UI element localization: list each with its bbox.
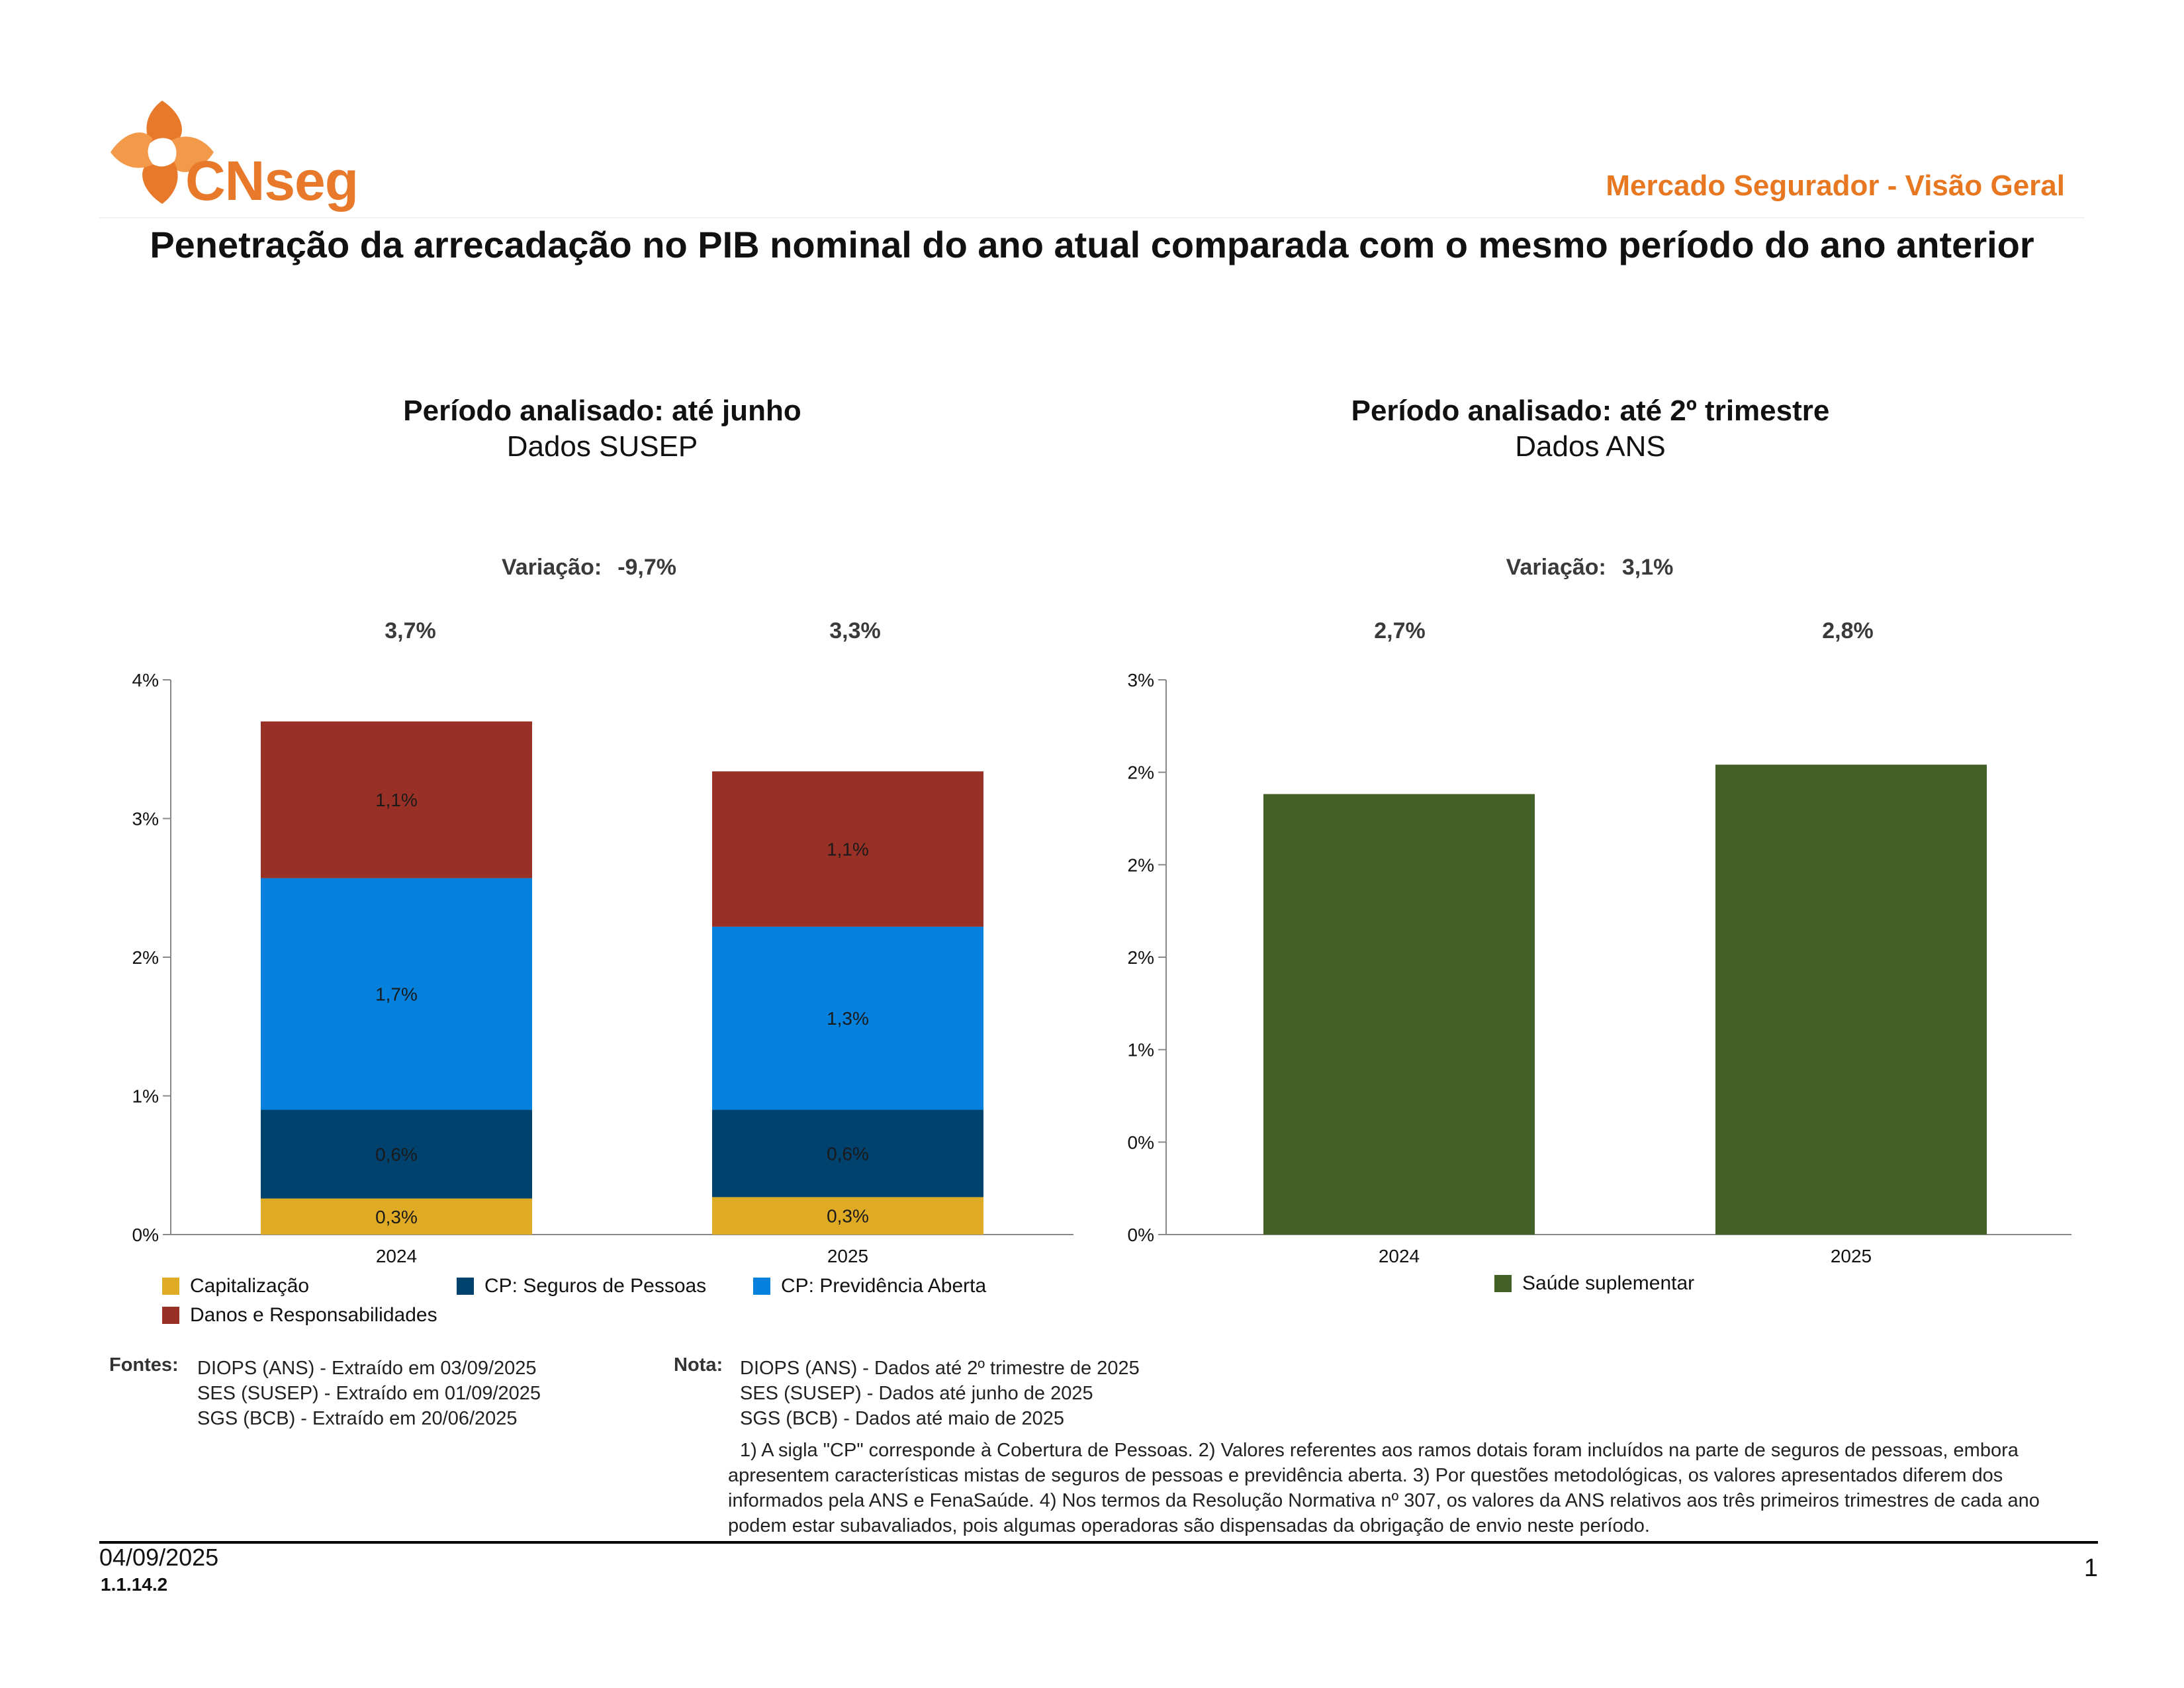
data-label: 1,1% bbox=[827, 839, 869, 860]
variation-label: Variação: bbox=[501, 555, 602, 580]
y-tick-label: 1% bbox=[132, 1086, 159, 1107]
total-label-2025: 2,8% bbox=[1822, 618, 1874, 643]
note-lines: DIOPS (ANS) - Dados até 2º trimestre de … bbox=[740, 1356, 1140, 1431]
data-label: 1,1% bbox=[375, 790, 418, 810]
note-label: Nota: bbox=[674, 1354, 723, 1376]
total-label-2024: 3,7% bbox=[385, 618, 436, 643]
bar-segment bbox=[261, 721, 532, 878]
variation-value: -9,7% bbox=[617, 555, 677, 580]
y-tick-label: 0% bbox=[132, 1225, 159, 1245]
bar-segment bbox=[261, 878, 532, 1110]
total-label-2025: 3,3% bbox=[829, 618, 881, 643]
bar-segment bbox=[712, 771, 983, 927]
legend-label: Saúde suplementar bbox=[1522, 1272, 1695, 1294]
sources-label: Fontes: bbox=[109, 1354, 179, 1376]
y-tick-label: 3% bbox=[1128, 670, 1154, 690]
legend-item-capitalizacao: Capitalização bbox=[162, 1275, 309, 1297]
page-number: 1 bbox=[2083, 1554, 2098, 1582]
bar-segment bbox=[712, 1109, 983, 1197]
bar-segment bbox=[1263, 794, 1535, 1235]
footer-code: 1.1.14.2 bbox=[101, 1574, 168, 1595]
note-paragraph: 1) A sigla "CP" corresponde à Cobertura … bbox=[728, 1440, 2040, 1536]
bar-segment bbox=[261, 1109, 532, 1199]
total-label-2024: 2,7% bbox=[1374, 618, 1426, 643]
panel-2-subtitle: Dados ANS bbox=[1515, 430, 1666, 463]
page-title: Penetração da arrecadação no PIB nominal… bbox=[150, 224, 2034, 265]
sources-list: DIOPS (ANS) - Extraído em 03/09/2025 SES… bbox=[197, 1356, 541, 1431]
legend-label: CP: Previdência Aberta bbox=[781, 1275, 987, 1297]
data-label: 1,7% bbox=[375, 984, 418, 1005]
note-line: SES (SUSEP) - Dados até junho de 2025 bbox=[740, 1383, 1093, 1404]
source-line: SGS (BCB) - Extraído em 20/06/2025 bbox=[197, 1408, 518, 1429]
y-tick-label: 2% bbox=[1128, 855, 1154, 875]
bar-segment bbox=[1715, 765, 1987, 1235]
x-tick-label: 2024 bbox=[1379, 1246, 1420, 1266]
bar-segment bbox=[712, 926, 983, 1110]
legend-swatch bbox=[457, 1278, 474, 1295]
legend-label: Danos e Responsabilidades bbox=[190, 1304, 437, 1326]
y-tick-label: 1% bbox=[1128, 1040, 1154, 1060]
data-label: 0,6% bbox=[827, 1143, 869, 1164]
variation-value: 3,1% bbox=[1621, 555, 1674, 580]
bar-segment bbox=[261, 1198, 532, 1235]
data-label: 0,3% bbox=[827, 1206, 869, 1227]
y-tick-label: 2% bbox=[1128, 763, 1154, 783]
panel-1-subtitle: Dados SUSEP bbox=[506, 430, 698, 463]
logo-text: CNseg bbox=[185, 150, 359, 212]
legend-item-seguros-pessoas: CP: Seguros de Pessoas bbox=[457, 1275, 706, 1297]
panel-2-title: Período analisado: até 2º trimestre bbox=[1351, 395, 1830, 427]
data-label: 0,6% bbox=[375, 1144, 418, 1164]
panel-2-variation: Variação: 3,1% bbox=[1259, 555, 1921, 581]
legend-swatch bbox=[753, 1278, 770, 1295]
legend-label: Capitalização bbox=[190, 1275, 310, 1297]
section-title: Mercado Segurador - Visão Geral bbox=[1606, 169, 2065, 202]
legend-item-danos: Danos e Responsabilidades bbox=[162, 1304, 437, 1327]
data-label: 1,3% bbox=[827, 1008, 869, 1029]
y-tick-label: 2% bbox=[1128, 947, 1154, 968]
legend-swatch bbox=[1494, 1275, 1512, 1292]
y-tick-label: 3% bbox=[132, 809, 159, 829]
legend-swatch bbox=[162, 1307, 179, 1324]
x-tick-label: 2024 bbox=[376, 1246, 417, 1266]
legend-item-previdencia: CP: Previdência Aberta bbox=[753, 1275, 986, 1297]
y-tick-label: 0% bbox=[1128, 1132, 1154, 1152]
note-line: DIOPS (ANS) - Dados até 2º trimestre de … bbox=[740, 1358, 1140, 1379]
note-line: SGS (BCB) - Dados até maio de 2025 bbox=[740, 1408, 1065, 1429]
legend-item-saude: Saúde suplementar bbox=[1494, 1272, 1694, 1295]
cnseg-logo-icon bbox=[111, 101, 214, 204]
legend-label: CP: Seguros de Pessoas bbox=[484, 1275, 707, 1297]
y-tick-label: 0% bbox=[1128, 1225, 1154, 1245]
panel-1-variation: Variação: -9,7% bbox=[258, 555, 920, 581]
data-label: 0,3% bbox=[375, 1207, 418, 1227]
bar-segment bbox=[712, 1197, 983, 1235]
legend-swatch bbox=[162, 1278, 179, 1295]
footer-divider bbox=[99, 1541, 2098, 1544]
footer-date: 04/09/2025 bbox=[99, 1544, 219, 1571]
variation-label: Variação: bbox=[1506, 555, 1606, 580]
source-line: SES (SUSEP) - Extraído em 01/09/2025 bbox=[197, 1383, 541, 1404]
panel-1-title: Período analisado: até junho bbox=[403, 395, 801, 427]
x-tick-label: 2025 bbox=[1831, 1246, 1872, 1266]
header-divider bbox=[99, 217, 2085, 218]
y-tick-label: 2% bbox=[132, 947, 159, 968]
source-line: DIOPS (ANS) - Extraído em 03/09/2025 bbox=[197, 1358, 537, 1379]
y-tick-label: 4% bbox=[132, 670, 159, 690]
x-tick-label: 2025 bbox=[827, 1246, 868, 1266]
